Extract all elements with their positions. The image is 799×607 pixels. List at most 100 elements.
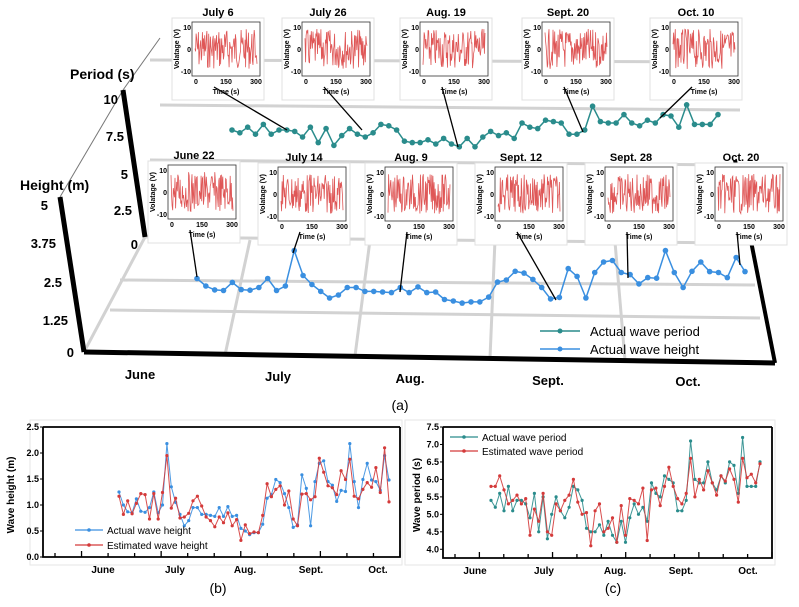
inset-xlabel: Time (s) [406, 234, 433, 241]
data-point [662, 474, 667, 478]
inset-ylabel: Volatage (V) [652, 29, 659, 69]
legend-marker [87, 528, 91, 532]
inset-xlabel: Time (s) [626, 234, 653, 241]
inset-plot-area [277, 166, 347, 222]
inset-ytick: -10 [704, 214, 714, 221]
inset-title: Sept. 20 [547, 7, 589, 19]
height-point [521, 270, 527, 276]
connector-line [292, 231, 301, 254]
inset-xtick: 150 [743, 224, 755, 231]
y-tick-label: 6.0 [426, 474, 439, 484]
height-point [406, 289, 412, 296]
inset-xtick: 0 [422, 79, 426, 86]
voltage-waveform [672, 28, 736, 69]
inset-xlabel: Time (s) [213, 89, 240, 96]
height-point [282, 283, 289, 289]
data-point [649, 488, 654, 492]
height-point [547, 296, 554, 302]
inset-xtick: 150 [220, 79, 232, 86]
inset-xtick: 300 [663, 224, 675, 231]
height-point [344, 284, 351, 291]
data-point [261, 522, 265, 526]
y-tick-label: 4.0 [426, 544, 439, 554]
data-point [126, 510, 130, 514]
data-point [576, 500, 580, 504]
data-point [628, 516, 632, 520]
inset-xtick: 150 [196, 222, 208, 229]
inset-ytick: 10 [486, 170, 494, 177]
data-point [550, 512, 554, 516]
period-point [511, 135, 517, 142]
inset-ylabel: Volatage (V) [524, 29, 531, 69]
data-point [528, 533, 532, 537]
inset-title: Oct. 20 [723, 152, 760, 164]
data-point [584, 510, 589, 515]
legend-label: Estimated wave height [107, 541, 208, 552]
series-line [491, 458, 761, 546]
inset-plot-area [604, 166, 674, 222]
data-point [658, 495, 662, 499]
height-point [432, 289, 439, 295]
data-point [628, 497, 632, 501]
inset-title: July 14 [285, 152, 323, 164]
height-point [618, 269, 625, 276]
inset-xtick: 150 [330, 79, 342, 86]
height-point [583, 295, 589, 301]
height-point [335, 292, 342, 298]
x-tick-label: Sept. [299, 565, 324, 576]
data-point [248, 532, 252, 536]
period-point [307, 124, 314, 130]
data-point [322, 470, 326, 474]
data-point [217, 515, 221, 519]
period-point [425, 137, 431, 143]
height-point [671, 269, 678, 276]
height-point [211, 287, 218, 293]
y-tick-label: 2.5 [26, 422, 39, 432]
data-point [706, 469, 710, 473]
height-point [627, 271, 633, 278]
data-point [174, 496, 178, 500]
inset-ytick: -10 [409, 69, 419, 76]
x-tick-label: Oct. [738, 566, 758, 577]
height-point [574, 273, 580, 280]
data-point [152, 492, 156, 496]
inset-ytick: 10 [159, 168, 167, 175]
period-point [707, 121, 713, 128]
data-point [567, 493, 571, 497]
inset-ytick: 10 [596, 170, 604, 177]
period-point [715, 111, 721, 118]
height-point [459, 300, 465, 306]
data-point [287, 489, 291, 493]
period-point [291, 128, 298, 135]
inset-xtick: 300 [728, 79, 740, 86]
data-point [493, 484, 497, 488]
period-point [299, 134, 306, 140]
voltage-waveform [497, 174, 561, 214]
height-point [220, 287, 227, 294]
inset-xtick: 0 [672, 79, 676, 86]
voltage-waveform [387, 174, 451, 214]
data-point [291, 517, 295, 521]
data-point [489, 484, 493, 488]
data-point [528, 516, 532, 520]
x-tick-label: Sept. [669, 566, 694, 577]
data-point [524, 497, 528, 501]
data-point [230, 514, 234, 519]
data-point [645, 538, 649, 543]
y-tick-label: 6.5 [426, 457, 439, 467]
inset-xlabel: Time (s) [736, 234, 763, 241]
axes [42, 427, 401, 558]
data-point [191, 506, 195, 510]
data-point [365, 481, 369, 485]
height-tick: 0 [67, 345, 74, 360]
data-point [710, 481, 714, 485]
data-point [235, 513, 239, 518]
data-point [208, 513, 213, 518]
inset-xtick: 300 [443, 224, 455, 231]
data-point [374, 466, 378, 470]
data-point [330, 483, 334, 487]
data-point [602, 533, 606, 537]
height-point [512, 268, 518, 275]
